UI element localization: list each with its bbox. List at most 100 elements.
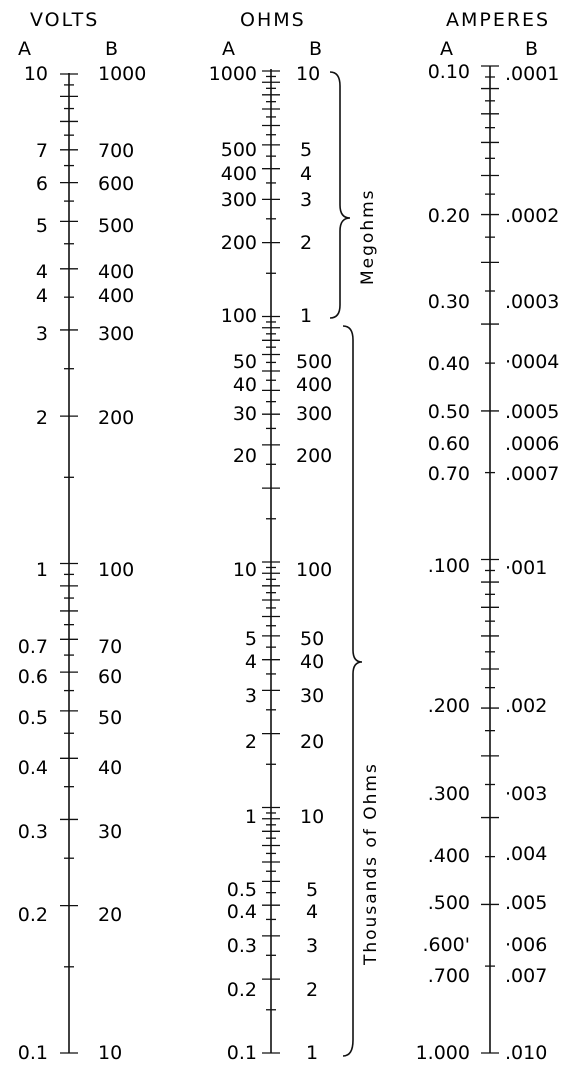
volts-label-a: 0.5 [18, 707, 48, 729]
amperes-label-a: 0.60 [428, 433, 470, 455]
ohms-label-a: 1 [245, 806, 257, 828]
thousands-of-ohms-label: Thousands of Ohms [361, 762, 381, 966]
ohms-label-b: 300 [296, 403, 332, 425]
amperes-label-b: ·003 [505, 783, 547, 805]
ohms-label-a: 100 [221, 305, 257, 327]
volts-sub-b: B [105, 38, 118, 60]
volts-label-b: 700 [98, 140, 134, 162]
volts-label-b: 40 [98, 757, 122, 779]
volts-label-b: 600 [98, 173, 134, 195]
ohms-label-a: 50 [233, 351, 257, 373]
ohms-label-a: 10 [233, 559, 257, 581]
volts-label-b: 70 [98, 636, 122, 658]
amperes-label-b: ·001 [505, 557, 547, 579]
volts-title: VOLTS [30, 9, 99, 31]
ohms-label-b: 1 [300, 305, 312, 327]
volts-label-b: 500 [98, 215, 134, 237]
amperes-label-b: .0005 [505, 401, 559, 423]
amperes-label-a: 0.20 [428, 205, 470, 227]
amperes-scale: AMPERES A B 0.10 .0001 0.20 .0002 0.30 .… [416, 9, 560, 1064]
volts-label-b: 10 [98, 1042, 122, 1064]
amperes-label-a: 0.30 [428, 291, 470, 313]
ohms-label-b: 10 [296, 63, 320, 85]
amperes-label-b: ·0004 [505, 351, 559, 373]
volts-scale: VOLTS A B 10 1000 7 700 6 600 5 500 4 40… [18, 9, 147, 1064]
ohms-title: OHMS [240, 9, 306, 31]
ohms-label-b: 2 [306, 979, 318, 1001]
amperes-label-b: .0003 [505, 291, 559, 313]
ohms-label-b: 5 [300, 139, 312, 161]
volts-label-b: 50 [98, 707, 122, 729]
amperes-label-a: .300 [428, 783, 470, 805]
amperes-sub-a: A [440, 38, 453, 60]
ohms-label-a: 300 [221, 189, 257, 211]
volts-label-b: 200 [98, 407, 134, 429]
ohms-label-b: 5 [306, 879, 318, 901]
volts-label-a: 6 [36, 173, 48, 195]
amperes-label-a: 0.10 [428, 61, 470, 83]
amperes-label-b: .002 [505, 695, 547, 717]
amperes-label-a: .100 [428, 555, 470, 577]
ohms-label-a: 2 [245, 731, 257, 753]
ohms-label-b: 4 [306, 901, 318, 923]
volts-ticks [60, 73, 78, 1054]
amperes-ticks [481, 65, 499, 1054]
amperes-label-b: .010 [505, 1042, 547, 1064]
ohms-label-b: 2 [300, 232, 312, 254]
volts-label-b: 60 [98, 666, 122, 688]
ohms-ticks [262, 70, 280, 1054]
ohms-sub-a: A [222, 38, 235, 60]
volts-label-a: 1 [36, 559, 48, 581]
amperes-label-a: .600' [422, 934, 470, 956]
ohms-label-a: 0.4 [227, 901, 257, 923]
volts-label-a: 2 [36, 407, 48, 429]
amperes-label-a: .500 [428, 892, 470, 914]
ohms-label-b: 30 [300, 685, 324, 707]
amperes-title: AMPERES [446, 9, 550, 31]
volts-label-a: 5 [36, 215, 48, 237]
amperes-label-b: .004 [505, 843, 547, 865]
volts-label-a: 4 [36, 261, 48, 283]
ohms-label-a: 500 [221, 139, 257, 161]
amperes-label-a: .400 [428, 845, 470, 867]
ohms-label-b: 20 [300, 731, 324, 753]
ohms-label-a: 40 [233, 374, 257, 396]
ohms-label-a: 0.5 [227, 879, 257, 901]
ohms-label-b: 3 [306, 935, 318, 957]
amperes-label-a: 0.50 [428, 401, 470, 423]
megohms-label: Megohms [358, 188, 378, 285]
volts-label-a: 3 [36, 323, 48, 345]
thousands-of-ohms-brace [342, 325, 363, 1057]
ohms-label-a: 0.2 [227, 979, 257, 1001]
amperes-label-b: ·006 [505, 934, 547, 956]
ohms-label-b: 100 [296, 559, 332, 581]
ohms-label-a: 5 [245, 628, 257, 650]
ohms-scale: OHMS A B 1000 10 500 5 400 4 300 3 200 2… [209, 9, 381, 1064]
amperes-label-b: .0002 [505, 205, 559, 227]
volts-label-a: 0.3 [18, 821, 48, 843]
amperes-sub-b: B [525, 38, 538, 60]
ohms-label-a: 400 [221, 163, 257, 185]
ohms-label-b: 200 [296, 445, 332, 467]
volts-label-a: 0.4 [18, 757, 48, 779]
ohms-label-b: 40 [300, 651, 324, 673]
volts-label-b: 20 [98, 904, 122, 926]
amperes-label-a: 0.40 [428, 353, 470, 375]
amperes-label-a: 1.000 [416, 1042, 470, 1064]
volts-label-b: 300 [98, 323, 134, 345]
amperes-label-b: .005 [505, 892, 547, 914]
volts-label-a: 7 [36, 140, 48, 162]
ohms-label-b: 400 [296, 374, 332, 396]
ohms-label-b: 50 [300, 628, 324, 650]
volts-label-b: 400 [98, 261, 134, 283]
ohms-label-a: 20 [233, 445, 257, 467]
amperes-label-b: .007 [505, 965, 547, 987]
amperes-label-b: .0001 [505, 63, 559, 85]
amperes-label-a: 0.70 [428, 463, 470, 485]
ohms-label-b: 4 [300, 163, 312, 185]
volts-label-a: 0.1 [18, 1042, 48, 1064]
amperes-label-a: .700 [428, 965, 470, 987]
volts-sub-a: A [18, 38, 31, 60]
ohms-label-a: 0.3 [227, 935, 257, 957]
